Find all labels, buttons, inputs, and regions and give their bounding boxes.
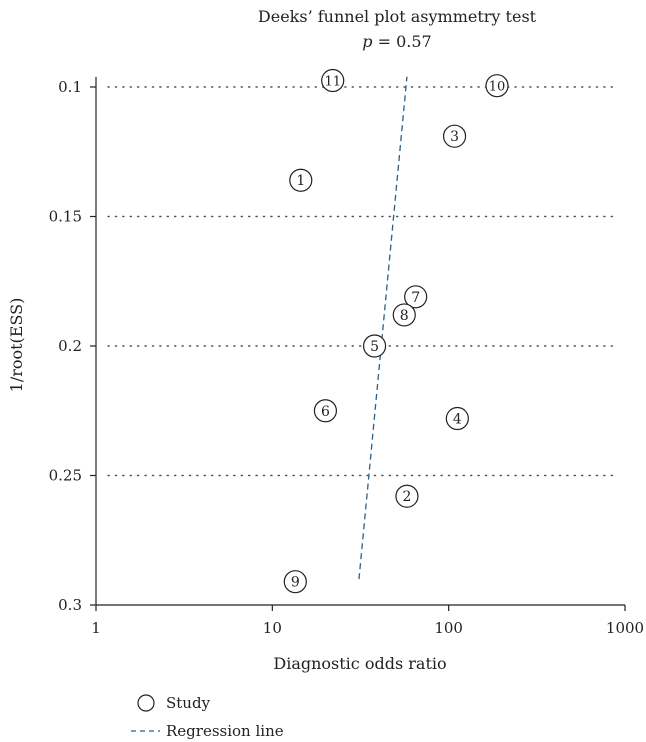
chart-title: Deeks’ funnel plot asymmetry test	[258, 7, 537, 26]
study-point-circle	[445, 406, 469, 431]
chart-subtitle: p = 0.57	[362, 32, 431, 51]
study-point-11: 11	[321, 68, 345, 93]
study-point-8: 8	[392, 303, 416, 327]
study-point-2: 2	[395, 484, 419, 508]
study-point-label: 5	[370, 339, 379, 355]
study-point-circle	[321, 68, 345, 93]
x-tick-label-2: 100	[434, 619, 463, 637]
study-point-label: 10	[489, 80, 506, 95]
study-point-label: 8	[400, 308, 409, 324]
y-tick-label-2: 0.2	[58, 337, 82, 355]
study-point-circle	[392, 303, 416, 327]
p-value: = 0.57	[373, 32, 432, 51]
study-point-circle	[289, 168, 313, 192]
regression-line	[358, 76, 408, 580]
y-tick-label-0: 0.1	[58, 78, 82, 96]
study-point-circle	[283, 570, 307, 594]
x-axis-label: Diagnostic odds ratio	[273, 654, 446, 673]
study-point-label: 1	[296, 173, 305, 189]
y-tick-label-3: 0.25	[49, 467, 82, 485]
legend: Study Regression line	[131, 694, 284, 740]
study-point-circle	[313, 399, 338, 423]
y-tick-label-4: 0.3	[58, 596, 82, 614]
study-point-label: 2	[402, 489, 411, 505]
study-point-4: 4	[445, 406, 469, 431]
legend-regression-label: Regression line	[166, 722, 284, 740]
study-point-9: 9	[283, 570, 307, 594]
legend-study-symbol	[137, 694, 155, 712]
study-point-circle	[485, 74, 509, 98]
study-point-7: 7	[404, 285, 428, 309]
study-point-10: 10	[485, 74, 509, 98]
x-tick-label-0: 1	[91, 619, 101, 637]
study-point-5: 5	[362, 334, 387, 358]
regression-line-group	[358, 76, 408, 580]
y-axis-label: 1/root(ESS)	[7, 298, 26, 393]
study-point-circle	[395, 484, 419, 508]
legend-study-label: Study	[166, 694, 211, 712]
study-point-label: 7	[411, 290, 420, 306]
gridlines	[107, 86, 619, 477]
study-point-circle	[442, 124, 467, 148]
study-point-1: 1	[289, 168, 313, 192]
study-point-3: 3	[442, 124, 467, 148]
study-point-label: 11	[324, 75, 341, 90]
study-point-label: 6	[321, 404, 330, 420]
study-point-label: 4	[453, 412, 462, 428]
axes: 0.1 0.15 0.2 0.25 0.3 1 10 100 1000	[49, 77, 644, 637]
study-point-6: 6	[313, 399, 338, 423]
y-tick-label-1: 0.15	[49, 208, 82, 226]
study-point-label: 3	[450, 129, 459, 145]
x-tick-label-1: 10	[263, 619, 282, 637]
study-point-circle	[404, 285, 428, 309]
study-points: 1 2 3 4 5 6 78 9 10 11	[283, 68, 509, 594]
study-point-label: 9	[291, 575, 300, 591]
x-tick-label-3: 1000	[606, 619, 644, 637]
study-point-circle	[362, 334, 387, 358]
p-symbol: p	[362, 32, 372, 51]
